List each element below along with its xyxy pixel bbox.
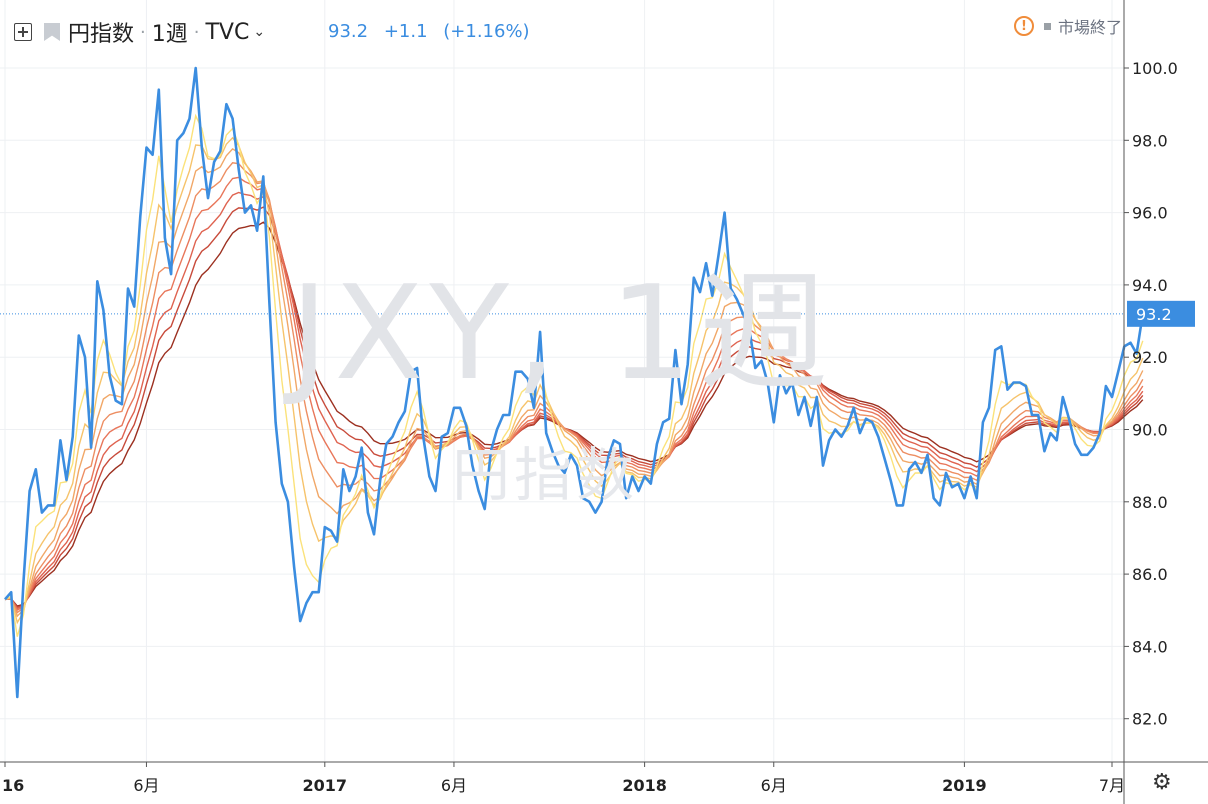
symbol-name[interactable]: 円指数 <box>68 22 135 47</box>
header-separator: · <box>140 21 146 43</box>
x-tick-label: 2019 <box>942 776 987 795</box>
name-watermark: 円指数 <box>452 441 639 509</box>
y-tick-label: 100.0 <box>1132 59 1178 78</box>
y-tick-label: 90.0 <box>1132 421 1168 440</box>
x-tick-label: 6月 <box>761 776 787 795</box>
x-tick-label: 2018 <box>622 776 667 795</box>
price-series <box>4 66 1145 699</box>
x-tick-label: 16 <box>2 776 24 795</box>
x-tick-label: 7月 <box>1099 776 1125 795</box>
x-tick-label: 2017 <box>303 776 348 795</box>
price-line <box>4 66 1145 699</box>
last-price-badge <box>1127 300 1195 327</box>
y-tick-label: 84.0 <box>1132 637 1168 656</box>
market-status-label: 市場終了 <box>1057 18 1122 37</box>
ema-line <box>4 176 1144 612</box>
compare-plus-icon[interactable] <box>14 23 32 41</box>
ema-ribbon <box>4 113 1144 637</box>
warning-icon[interactable]: ! <box>1013 16 1034 36</box>
y-tick-label: 88.0 <box>1132 493 1168 512</box>
interval-label[interactable]: 1週 <box>151 22 188 47</box>
market-status: ! 市場終了 <box>1013 14 1122 38</box>
ema-line <box>4 162 1144 614</box>
price-change-pct: (+1.16%) <box>443 21 530 42</box>
y-tick-label: 82.0 <box>1132 710 1168 729</box>
header-separator: · <box>193 21 200 43</box>
status-square-icon <box>1043 22 1051 30</box>
x-tick-label: 6月 <box>133 776 159 795</box>
price-change: +1.1 <box>383 21 428 42</box>
ema-line <box>4 221 1144 607</box>
chart-grid <box>0 0 1124 762</box>
last-price-badge-label: 93.2 <box>1136 305 1172 324</box>
ema-line <box>4 136 1144 625</box>
chevron-down-icon[interactable]: ⌄ <box>253 24 266 40</box>
y-tick-label: 92.0 <box>1132 348 1168 367</box>
quote-readout: 93.2 +1.1 (+1.16%) <box>328 21 540 42</box>
x-tick-label: 6月 <box>441 776 467 795</box>
ema-line <box>4 113 1144 637</box>
y-tick-label: 94.0 <box>1132 276 1168 295</box>
symbol-watermark: JXY, 1週 <box>290 257 835 409</box>
last-price: 93.2 <box>328 21 369 42</box>
y-tick-label: 96.0 <box>1132 204 1168 223</box>
exchange-label[interactable]: TVC <box>205 19 250 45</box>
flag-icon[interactable] <box>44 23 60 41</box>
ema-line <box>4 148 1144 618</box>
gear-icon[interactable]: ⚙ <box>1152 770 1172 795</box>
chart-header: 円指数 · 1週 · TVC ⌄ <box>14 14 265 50</box>
y-tick-label: 98.0 <box>1132 131 1168 150</box>
y-tick-label: 86.0 <box>1132 565 1168 584</box>
